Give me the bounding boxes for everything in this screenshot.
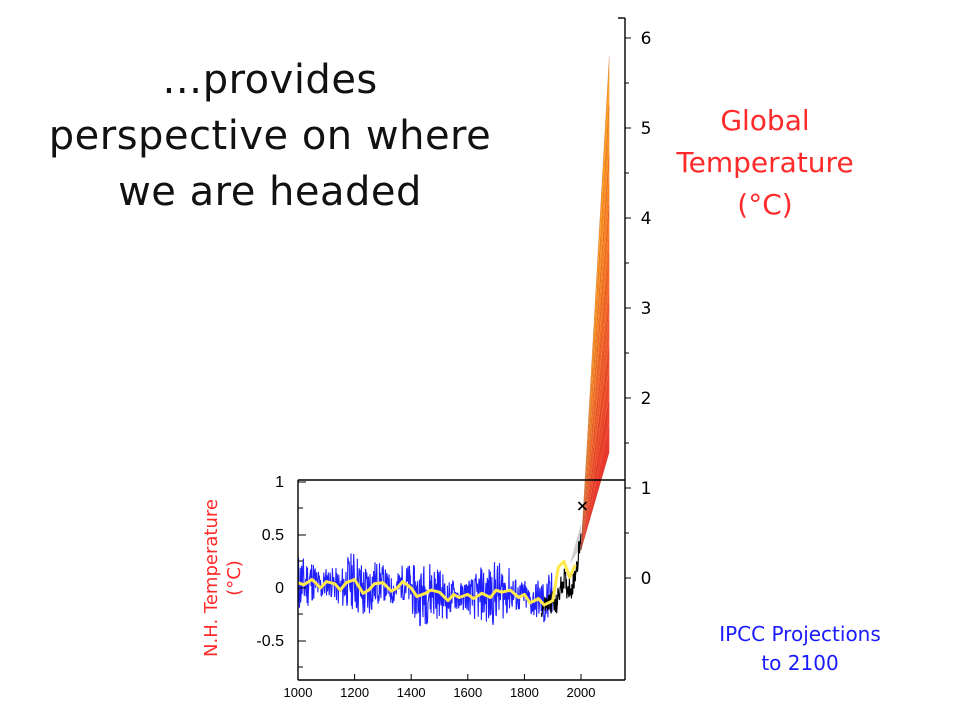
projection-band [581, 338, 610, 550]
projection-band [581, 254, 610, 550]
right-y-tick-label: 3 [641, 299, 652, 319]
nh-smoothed-series [297, 560, 577, 607]
instrumental-series [540, 533, 582, 617]
x-tick-label: 2000 [567, 685, 596, 700]
projection-scenario-line [580, 204, 610, 551]
x-marker [577, 501, 587, 511]
projection-band [581, 169, 610, 550]
right-y-tick-label: 2 [641, 389, 652, 409]
right-axis-label-line-1: Global [720, 104, 810, 137]
projection-scenario-line [580, 352, 610, 551]
projection-band [581, 112, 610, 551]
projection-band [581, 56, 610, 550]
projection-band [581, 197, 610, 550]
right-y-tick-label: 1 [641, 479, 652, 499]
headline-line-3: we are headed [118, 169, 422, 215]
projection-band [581, 84, 610, 551]
projection-scenario-line [580, 154, 610, 551]
x-tick-label: 1000 [284, 685, 313, 700]
projection-scenario-line [580, 55, 610, 551]
projection-band [581, 423, 610, 550]
right-y-tick-label: 5 [641, 119, 652, 139]
projection-band [581, 140, 610, 550]
right-axis-label: Global Temperature (°C) [640, 100, 890, 226]
projection-band [581, 225, 610, 550]
projection-band [581, 282, 610, 550]
headline-line-1: …provides [162, 57, 378, 103]
ipcc-footnote-line-2: to 2100 [761, 651, 839, 675]
ipcc-footnote: IPCC Projections to 2100 [680, 620, 920, 678]
left-y-tick-label: -0.5 [256, 633, 284, 650]
x-tick-label: 1200 [340, 685, 369, 700]
headline-line-2: perspective on where [48, 113, 492, 159]
projection-scenario-line [580, 253, 610, 551]
projection-scenario-line [580, 402, 610, 551]
left-y-tick-label: 1 [275, 474, 284, 491]
right-y-tick-label: 6 [641, 29, 652, 49]
right-y-tick-label: 0 [641, 569, 652, 589]
left-y-tick-label: 0 [275, 580, 284, 597]
nh-annual-series [297, 553, 554, 627]
right-axis-label-line-3: (°C) [737, 188, 793, 221]
left-y-tick-label: 0.5 [262, 527, 284, 544]
projection-scenario-line [580, 451, 610, 551]
projection-band [581, 395, 610, 550]
projection-scenario-line [580, 105, 610, 551]
projection-base [569, 524, 581, 565]
headline: …provides perspective on where we are he… [20, 52, 520, 220]
projection-band [581, 310, 610, 550]
x-tick-label: 1400 [397, 685, 426, 700]
right-y-tick-label: 4 [641, 209, 652, 229]
x-tick-label: 1800 [510, 685, 539, 700]
x-tick-label: 1600 [453, 685, 482, 700]
ipcc-footnote-line-1: IPCC Projections [719, 622, 881, 646]
projection-band [581, 367, 610, 550]
right-axis-label-line-2: Temperature [676, 146, 854, 179]
